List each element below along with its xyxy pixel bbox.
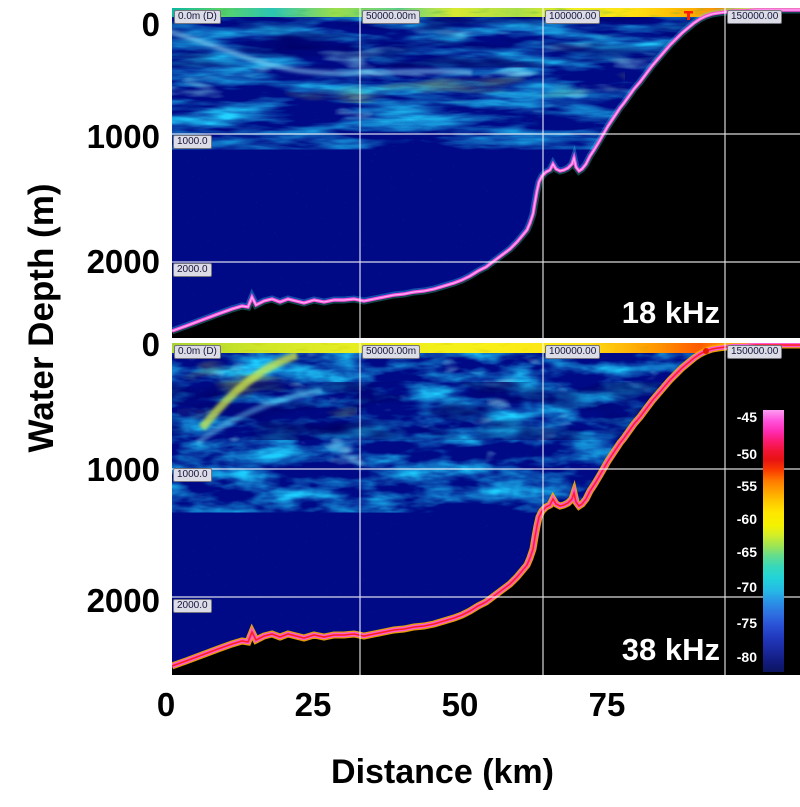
grid-label-chip: 150000.00 (727, 345, 783, 359)
grid-label-chip: 1000.0 (173, 468, 212, 482)
y-tick-bot-0: 0 (141, 326, 160, 363)
x-tick-0: 0 (156, 686, 176, 723)
grid-label-chip: 0.0m (D) (174, 345, 221, 359)
seafloor (172, 10, 800, 338)
colorbar-label: -45 (736, 409, 757, 425)
x-tick-75: 75 (588, 686, 626, 723)
echogram-panel-18khz: 0.0m (D) 50000.00m 100000.00 150000.00 1… (172, 8, 800, 338)
y-tick-bot-2000: 2000 (86, 582, 160, 619)
colorbar-label: -75 (736, 615, 757, 631)
colorbar: -45 -50 -55 -60 -65 -70 -75 -80 (692, 409, 784, 672)
scattering-streak (198, 351, 299, 431)
echogram-panel-38khz: 0.0m (D) 50000.00m 100000.00 150000.00 1… (172, 343, 800, 675)
grid-label-chip: 150000.00 (727, 10, 783, 24)
y-tick-bot-1000: 1000 (86, 451, 160, 488)
colorbar-label: -50 (736, 446, 757, 462)
bottom-echo-core (172, 9, 800, 332)
y-tick-top-0: 0 (141, 6, 160, 43)
grid-label-chip: 50000.00m (362, 10, 421, 24)
scattering-streak (172, 30, 473, 76)
colorbar-label: -60 (736, 511, 757, 527)
grid-label-chip: 2000.0 (173, 599, 212, 613)
colorbar-label: -55 (736, 478, 757, 494)
grid-label-chip: 100000.00 (545, 345, 601, 359)
gridlines (172, 8, 800, 338)
x-tick-25: 25 (294, 686, 332, 723)
surface-strip-texture (172, 343, 800, 353)
colorbar-label: -80 (736, 649, 757, 665)
red-marker (684, 11, 693, 20)
grid-label-chip: 0.0m (D) (174, 10, 221, 24)
frequency-label-38khz: 38 kHz (621, 632, 720, 667)
grid-label-chip: 50000.00m (362, 345, 421, 359)
colorbar-label: -70 (736, 579, 757, 595)
seafloor (172, 345, 800, 675)
frequency-label-18khz: 18 kHz (621, 295, 720, 330)
y-axis-title: Water Depth (m) (22, 183, 61, 453)
scattering-streak-2 (195, 388, 323, 446)
grid-label-chip: 2000.0 (173, 263, 212, 277)
grid-label-chip: 1000.0 (173, 135, 212, 149)
echogram-canvas-18khz (172, 8, 800, 338)
surface-strip-texture (172, 8, 800, 17)
gridlines (172, 343, 800, 675)
y-tick-top-1000: 1000 (86, 118, 160, 155)
echogram-canvas-38khz (172, 343, 800, 675)
bottom-echo-core (172, 344, 800, 667)
x-tick-50: 50 (441, 686, 479, 723)
grid-label-chip: 100000.00 (545, 10, 601, 24)
colorbar-label: -65 (736, 544, 757, 560)
colorbar-strip (763, 410, 784, 672)
x-axis-title: Distance (km) (331, 753, 554, 791)
red-marker (703, 348, 709, 354)
y-tick-top-2000: 2000 (86, 243, 160, 280)
